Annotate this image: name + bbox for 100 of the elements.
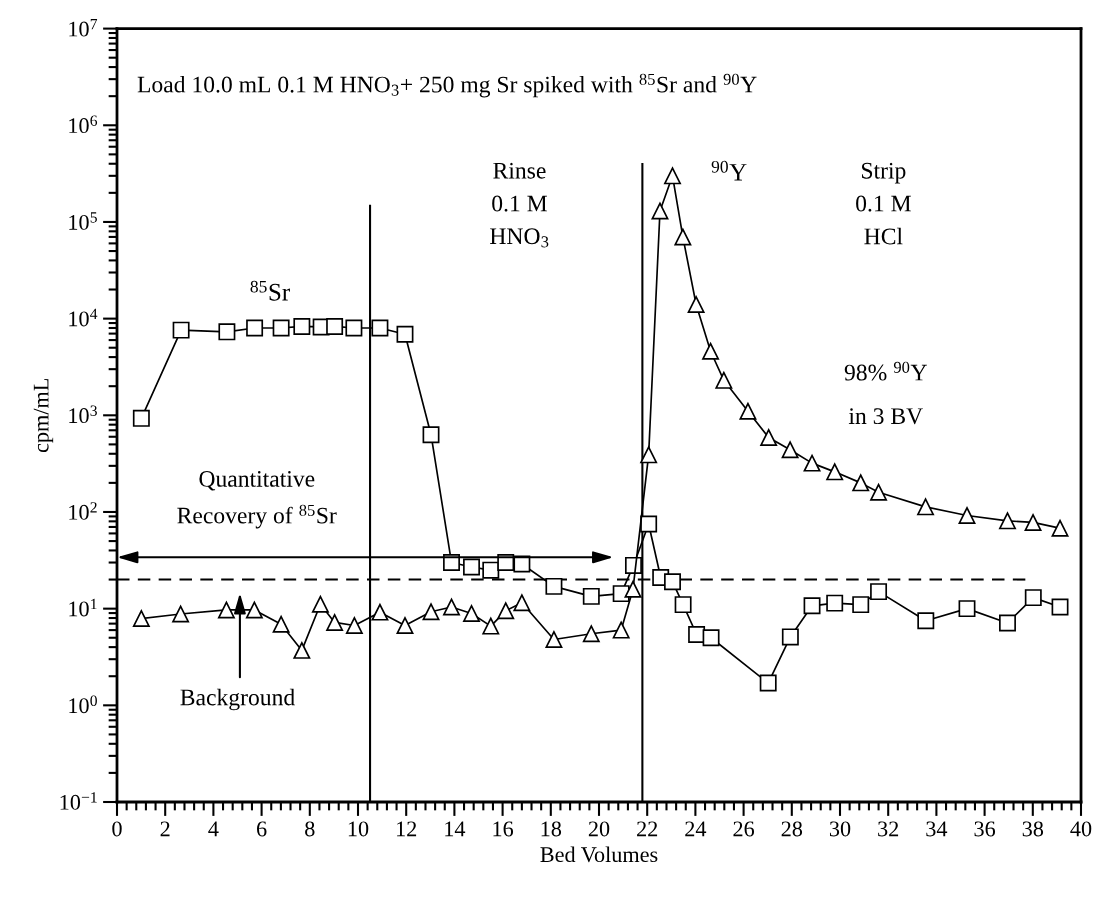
y-axis-title: cpm/mL (33, 378, 54, 453)
x-tick-label: 2 (160, 821, 170, 837)
series-label: $^{90}$Y (711, 160, 747, 181)
y-tick-label: 10$^{6}$ (69, 115, 98, 134)
x-tick-label: 10 (348, 821, 369, 837)
point (132, 610, 150, 628)
y-tick-label: 10$^{5}$ (69, 212, 97, 230)
point (172, 321, 190, 339)
x-tick-label: 32 (878, 821, 899, 837)
point (463, 605, 480, 623)
point (917, 498, 935, 516)
point (852, 596, 870, 614)
point (781, 441, 799, 459)
point (999, 512, 1016, 530)
point (218, 323, 236, 341)
point (582, 625, 600, 643)
point (272, 319, 290, 337)
annotation: Quantitative Recovery of $^{85}$Sr (177, 471, 337, 529)
point (674, 228, 692, 246)
point (545, 577, 563, 595)
point (482, 561, 500, 579)
point (958, 507, 976, 524)
x-tick-label: 28 (781, 821, 803, 837)
x-tick-label: 20 (588, 821, 610, 837)
x-tick-label: 12 (397, 821, 417, 837)
x-tick-label: 38 (1022, 821, 1044, 837)
point (245, 601, 263, 619)
series-label: $^{85}$Sr (250, 280, 290, 301)
point (1051, 519, 1069, 537)
x-axis-title: Bed Volumes (540, 846, 658, 863)
point (624, 580, 642, 598)
y-tick-label: 10$^{4}$ (69, 308, 98, 327)
point (463, 558, 480, 576)
point (371, 319, 389, 337)
annotation: Strip 0.1 M HCl (856, 162, 911, 245)
point (326, 613, 344, 631)
x-tick-label: 40 (1070, 821, 1092, 837)
x-tick-label: 22 (637, 821, 658, 837)
point (803, 454, 821, 472)
point (246, 319, 264, 337)
point (1024, 513, 1042, 531)
point (443, 598, 460, 616)
point (132, 409, 150, 427)
annotation: Rinse 0.1 M HNO$_{3}$ (490, 162, 549, 248)
point (311, 595, 329, 613)
point (702, 629, 720, 647)
point (664, 167, 681, 185)
x-tick-label: 24 (685, 821, 707, 837)
annotation: in 3 BV (848, 408, 923, 425)
point (674, 596, 692, 614)
x-tick-label: 16 (493, 821, 514, 837)
y-tick-label: 10$^{2}$ (69, 502, 97, 520)
point (759, 674, 777, 692)
y-tick-label: 10$^{0}$ (69, 695, 97, 714)
point (582, 587, 600, 605)
point (664, 573, 681, 591)
annotation: Load 10.0 mL 0.1 M HNO$_{3}$+ 250 mg Sr spiked with $^{85}$Sr and $^{90}$Y (137, 73, 757, 98)
point (326, 317, 344, 335)
point (497, 602, 515, 620)
point (917, 612, 935, 630)
point (640, 446, 658, 464)
annotation: 98% $^{90}$Y (844, 361, 927, 381)
point (687, 296, 705, 313)
point (217, 601, 235, 619)
point (958, 600, 976, 618)
x-tick-label: 36 (974, 821, 996, 837)
point (852, 474, 870, 492)
annotation: Background (180, 688, 295, 711)
point (870, 583, 888, 601)
y-tick-label: 10$^{7}$ (69, 18, 98, 37)
point (702, 342, 720, 360)
point (482, 617, 500, 635)
x-tick-label: 8 (305, 821, 315, 837)
point (272, 615, 290, 633)
point (422, 426, 440, 444)
x-tick-label: 26 (733, 821, 755, 837)
y-tick-label: 10$^{3}$ (69, 405, 97, 424)
x-tick-label: 14 (445, 821, 466, 837)
x-tick-label: 30 (829, 821, 851, 837)
point (781, 628, 799, 646)
x-tick-label: 34 (926, 821, 948, 837)
point (826, 594, 844, 612)
x-tick-label: 0 (112, 821, 122, 837)
point (1051, 598, 1069, 616)
point (739, 402, 757, 420)
x-tick-label: 6 (257, 821, 267, 837)
point (396, 616, 414, 634)
point (345, 319, 363, 337)
point (760, 428, 778, 446)
point (651, 202, 669, 220)
y-tick-label: 10$^{1}$ (69, 598, 97, 617)
point (513, 594, 531, 612)
point (826, 463, 844, 481)
point (870, 483, 888, 501)
point (999, 614, 1016, 632)
point (545, 630, 563, 648)
point (345, 616, 363, 634)
point (293, 641, 311, 659)
point (803, 597, 821, 615)
point (640, 515, 658, 533)
